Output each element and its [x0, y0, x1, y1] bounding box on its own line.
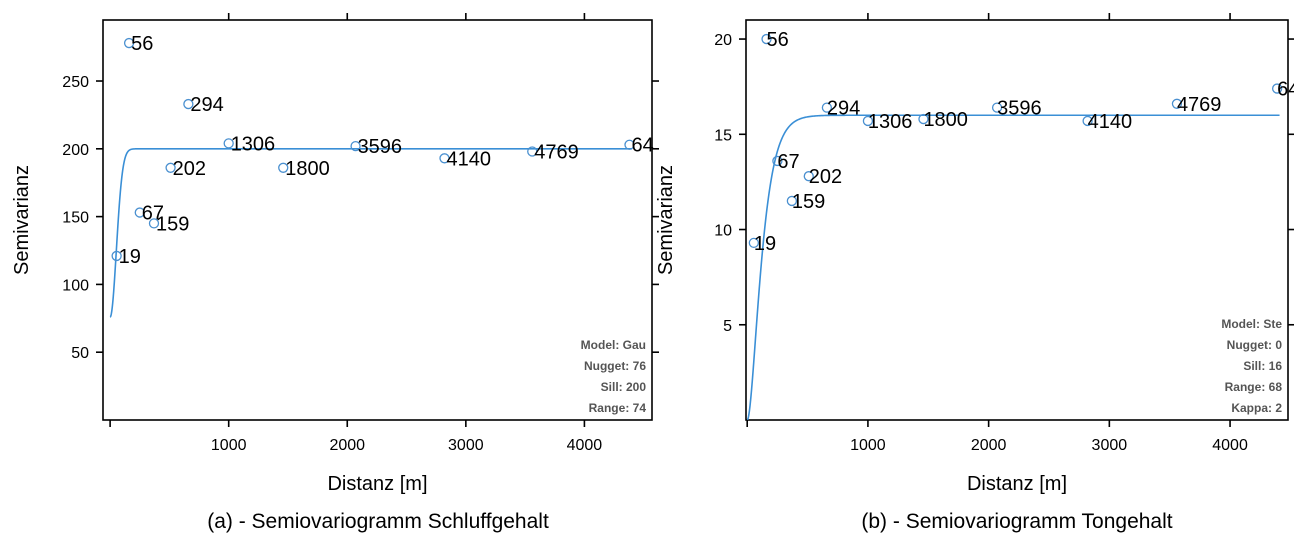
data-point [918, 113, 929, 125]
model-param-text: Kappa: 2 [1231, 401, 1282, 415]
x-tick-label: 2000 [329, 437, 365, 454]
data-point [803, 171, 814, 182]
data-point [761, 33, 772, 45]
x-axis-label: Distanz [m] [967, 473, 1067, 495]
point-label: 1800 [285, 158, 330, 180]
data-point [123, 37, 135, 49]
x-axis-label: Distanz [m] [327, 473, 427, 495]
plot-frame [745, 19, 1289, 421]
y-tick-label: 150 [62, 210, 89, 227]
point-label: 4140 [446, 148, 491, 170]
data-point [1271, 83, 1283, 94]
point-label: 4140 [1088, 111, 1133, 133]
data-point [439, 153, 450, 164]
y-tick-label: 10 [714, 223, 732, 240]
model-param-text: Sill: 16 [1243, 359, 1282, 373]
model-curve [109, 148, 632, 318]
point-label: 4769 [1177, 94, 1222, 116]
data-point [350, 140, 361, 152]
data-point [165, 162, 176, 173]
y-tick-label: 200 [62, 142, 89, 159]
data-point [786, 195, 798, 207]
point-label: 56 [131, 33, 153, 55]
model-param-text: Nugget: 76 [584, 359, 646, 373]
panel-b: 1000 2000 3000 4000 5 10 15 20 Distanz [m] Semiva… [655, 13, 1294, 533]
y-axis-label: Semivarianz [655, 165, 677, 275]
point-label: 1306 [868, 111, 913, 133]
point-label: 202 [809, 166, 842, 188]
point-label: 294 [827, 98, 860, 120]
point-label: 3596 [358, 136, 403, 158]
y-tick-label: 50 [71, 345, 89, 362]
y-tick-label: 100 [62, 277, 89, 294]
model-curve [746, 114, 1280, 420]
point-label: 159 [792, 191, 825, 213]
x-tick-label: 4000 [567, 437, 603, 454]
point-label: 56 [767, 29, 789, 51]
point-label: 19 [754, 233, 776, 255]
point-label: 1800 [923, 109, 968, 131]
data-point [223, 138, 234, 149]
point-label: 159 [156, 213, 189, 235]
data-point [862, 115, 874, 127]
x-tick-label: 1000 [850, 437, 886, 454]
data-point [821, 102, 833, 113]
point-label: 4769 [534, 142, 579, 164]
data-point [111, 250, 122, 262]
data-point [134, 207, 145, 218]
point-label: 3596 [997, 98, 1042, 120]
model-param-text: Model: Gau [581, 338, 646, 352]
point-label: 67 [777, 151, 799, 173]
data-point [527, 146, 538, 157]
panel-a: 1000 2000 3000 4000 50 100 150 200 250 Distanz [m… [11, 13, 659, 533]
point-label: 19 [119, 246, 141, 268]
y-tick-label: 20 [714, 32, 732, 49]
point-label: 1306 [231, 133, 275, 155]
model-param-text: Nugget: 0 [1227, 338, 1283, 352]
x-tick-label: 3000 [448, 437, 484, 454]
y-tick-label: 5 [723, 318, 732, 335]
point-label: 202 [173, 158, 206, 180]
data-point [624, 139, 635, 150]
point-label: 64 [1277, 79, 1294, 101]
data-point [278, 162, 289, 173]
data-point [183, 98, 194, 110]
x-tick-label: 3000 [1092, 437, 1128, 454]
x-tick-label: 2000 [971, 437, 1007, 454]
point-label: 67 [142, 203, 164, 225]
model-param-text: Range: 74 [589, 401, 647, 415]
y-tick-label: 15 [714, 127, 732, 144]
panel-caption: (b) - Semiovariogramm Tongehalt [861, 510, 1172, 533]
data-point [748, 237, 759, 249]
panel-caption: (a) - Semiovariogramm Schluffgehalt [207, 510, 549, 533]
data-point [991, 102, 1003, 113]
x-tick-label: 4000 [1212, 437, 1248, 454]
model-param-text: Model: Ste [1221, 317, 1282, 331]
data-point [1082, 115, 1093, 127]
model-param-text: Range: 68 [1225, 380, 1283, 394]
y-axis-label: Semivarianz [11, 165, 33, 275]
point-label: 64 [631, 135, 653, 157]
x-tick-label: 1000 [211, 437, 247, 454]
plot-frame [102, 19, 653, 421]
data-point [148, 218, 160, 229]
model-param-text: Sill: 200 [601, 380, 647, 394]
data-point [1171, 98, 1183, 109]
point-label: 294 [190, 94, 223, 116]
data-point [772, 155, 783, 167]
y-tick-label: 250 [62, 74, 89, 91]
